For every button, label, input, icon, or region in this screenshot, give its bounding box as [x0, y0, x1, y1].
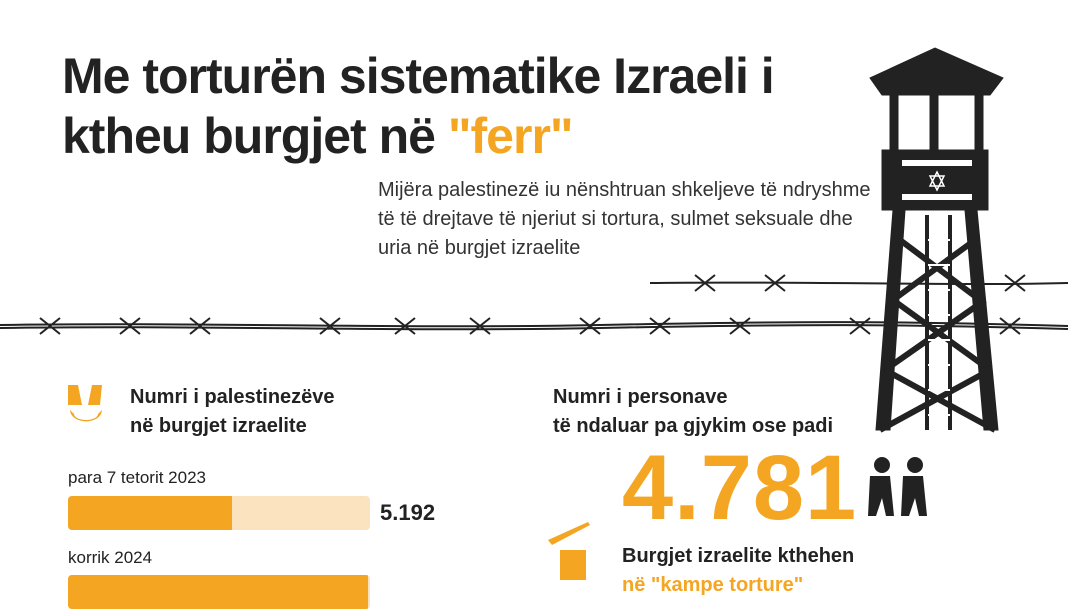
bar-track	[68, 496, 370, 530]
title: Me torturën sistematike Izraeli i ktheu …	[62, 46, 882, 166]
bar-fill	[68, 575, 368, 609]
note-line: në "kampe torture"	[622, 574, 804, 596]
bar-track	[68, 575, 370, 609]
page: {"header":{"title_line1":"Me torturën si…	[0, 46, 1068, 609]
heading-line: në burgjet izraelite	[130, 415, 307, 437]
section-heading: Numri i palestinezëve në burgjet izraeli…	[130, 383, 335, 441]
heading-line: të ndaluar pa gjykim ose padi	[553, 415, 834, 437]
big-number: 4.781	[622, 437, 858, 539]
heading-line: Numri i personave	[553, 386, 728, 408]
subtitle: Mijëra palestinezë iu nënshtruan shkelje…	[378, 179, 871, 259]
bar-value: 5.192	[380, 500, 436, 525]
title-highlight: "ferr"	[447, 108, 574, 164]
section-heading: Numri i personave të ndaluar pa gjykim o…	[553, 383, 833, 441]
title-line: ktheu burgjet në "ferr"	[62, 106, 882, 166]
note-line: Burgjet izraelite kthehen	[622, 545, 855, 567]
bar-label: para 7 tetorit 2023	[68, 468, 206, 487]
bar-label: korrik 2024	[68, 548, 153, 567]
title-text: ktheu burgjet në	[62, 108, 436, 164]
title-line: Me torturën sistematike Izraeli i	[62, 48, 775, 104]
decoration	[0, 47, 1068, 580]
bar-fill	[68, 496, 232, 530]
note: Burgjet izraelite kthehen në "kampe tort…	[622, 542, 854, 600]
heading-line: Numri i palestinezëve	[130, 386, 335, 408]
